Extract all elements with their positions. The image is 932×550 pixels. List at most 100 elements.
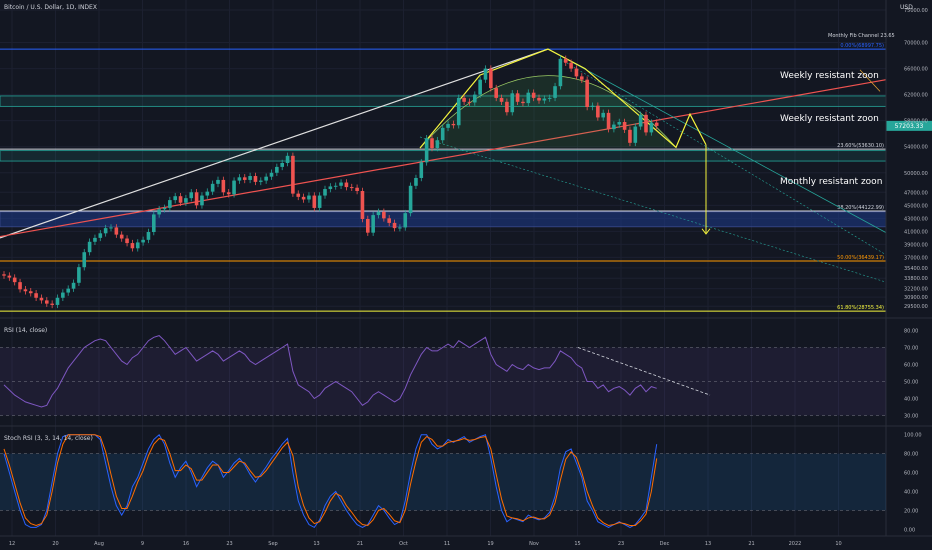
candle-body: [135, 242, 140, 249]
red-trendline: [0, 79, 887, 238]
candle-body: [291, 155, 295, 194]
candle-body: [71, 282, 76, 289]
x-tick-label: 2022: [789, 541, 802, 547]
x-tick-label: 12: [9, 541, 15, 547]
channel-line-3: [419, 136, 887, 283]
white-trendline: [0, 48, 549, 239]
candle-body: [563, 58, 568, 63]
candle-body: [328, 186, 333, 190]
candle-body: [344, 182, 349, 188]
x-tick-label: 11: [444, 541, 450, 547]
candle-body: [382, 211, 386, 219]
weekly-zone-1: [0, 95, 887, 107]
candle-body: [446, 123, 450, 128]
candle-body: [173, 196, 177, 201]
candle-body: [355, 187, 359, 191]
candle-body: [216, 179, 220, 184]
candle-body: [210, 183, 215, 192]
y-tick-label: 43000.00: [904, 216, 928, 222]
candle-body: [537, 97, 541, 101]
candle-body: [28, 291, 33, 294]
candle-body: [392, 222, 397, 229]
stoch-tick-label: 80.00: [904, 452, 918, 458]
symbol-title: Bitcoin / U.S. Dollar, 1D, INDEX: [4, 4, 97, 11]
y-tick-label: 54000.00: [904, 145, 928, 151]
y-tick-label: 70000.00: [904, 41, 928, 47]
x-tick-label: 16: [183, 541, 189, 547]
candle-body: [419, 162, 424, 178]
candle-body: [553, 86, 557, 98]
candle-body: [264, 176, 268, 181]
candle-body: [18, 282, 22, 290]
x-tick-label: 19: [487, 541, 493, 547]
candle-body: [547, 97, 552, 99]
stoch-band: [0, 453, 886, 511]
candle-body: [285, 155, 290, 163]
candle-body: [585, 79, 589, 108]
y-tick-label: 30900.00: [904, 295, 928, 301]
candle-body: [398, 227, 402, 229]
x-tick-label: 20: [52, 541, 58, 547]
candle-body: [200, 195, 204, 206]
candle-body: [296, 193, 301, 197]
candle-body: [360, 190, 365, 219]
y-tick-label: 39000.00: [904, 242, 928, 248]
weekly-zone-label-1: Weekly resistant zoon: [780, 71, 879, 81]
candle-body: [162, 207, 167, 210]
candle-body: [478, 79, 482, 95]
candle-body: [125, 238, 129, 244]
stoch-k-line: [3, 433, 658, 529]
candle-body: [638, 114, 643, 127]
candle-body: [23, 289, 28, 292]
candle-body: [617, 121, 622, 125]
candle-body: [505, 101, 509, 113]
x-tick-label: 21: [748, 541, 754, 547]
candle-body: [333, 185, 338, 187]
candle-body: [612, 124, 616, 130]
candle-body: [435, 140, 440, 149]
candle-body: [489, 68, 493, 89]
y-tick-label: 50000.00: [904, 171, 928, 177]
channel-line-1: [547, 48, 887, 234]
fib-level-label: 0.00%(68997.75): [840, 43, 884, 49]
x-tick-label: Nov: [529, 541, 539, 547]
y-tick-label: 32200.00: [904, 287, 928, 293]
x-tick-label: 9: [141, 541, 144, 547]
x-tick-label: 13: [705, 541, 711, 547]
candle-body: [7, 275, 12, 278]
candle-body: [312, 195, 317, 208]
y-tick-label: 33800.00: [904, 276, 928, 282]
fib-level-label: 61.80%(28755.34): [837, 305, 884, 311]
candle-body: [168, 200, 172, 208]
candle-body: [408, 185, 413, 214]
y-tick-label: 41000.00: [904, 229, 928, 235]
stoch-tick-label: 60.00: [904, 471, 918, 477]
candle-body: [387, 218, 391, 223]
candle-body: [93, 237, 97, 242]
candle-body: [39, 297, 44, 301]
y-tick-label: 35400.00: [904, 266, 928, 272]
candle-body: [130, 243, 135, 249]
candle-body: [376, 211, 381, 216]
candle-body: [2, 274, 6, 276]
rsi-tick-label: 40.00: [904, 397, 918, 403]
candle-body: [178, 196, 183, 203]
fib-level-label: 38.20%(44122.99): [837, 205, 884, 211]
candle-body: [596, 105, 600, 118]
candle-body: [649, 122, 654, 133]
y-tick-label: 58000.00: [904, 119, 928, 125]
rsi-title: RSI (14, close): [4, 327, 47, 334]
price-tag-label: 57203.33: [895, 123, 924, 130]
weekly-zone-label-2: Weekly resistant zoon: [780, 114, 879, 124]
y-tick-label: 37000.00: [904, 255, 928, 261]
x-tick-label: 15: [574, 541, 580, 547]
stoch-tick-label: 0.00: [904, 527, 915, 533]
candle-body: [622, 121, 627, 130]
x-tick-label: 23: [618, 541, 624, 547]
candle-body: [510, 93, 515, 113]
candle-body: [12, 277, 17, 283]
y-tick-label: 47000.00: [904, 190, 928, 196]
candle-body: [580, 76, 584, 80]
x-tick-label: 10: [835, 541, 841, 547]
